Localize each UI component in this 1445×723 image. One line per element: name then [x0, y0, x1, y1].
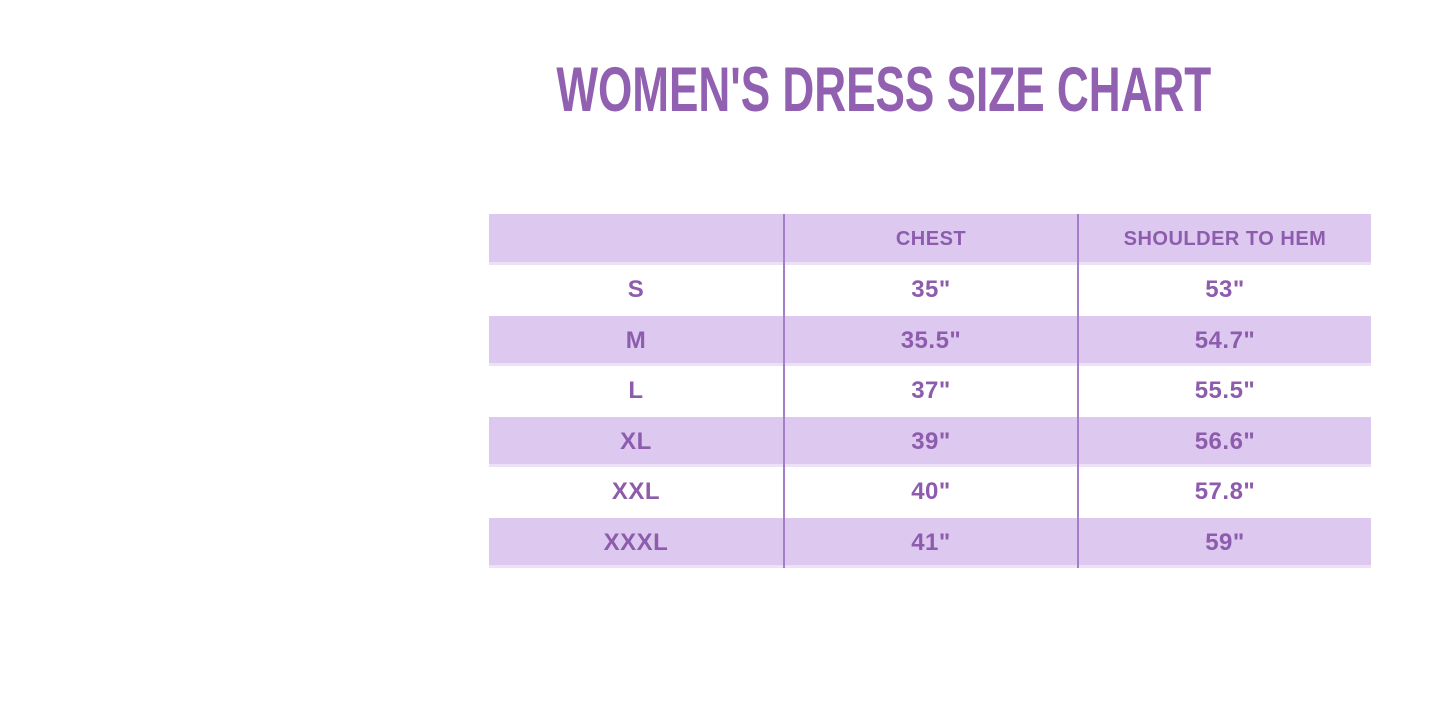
table-row-m: M 35.5" 54.7"	[489, 315, 1371, 366]
shoulder-to-hem-value: 57.8"	[1077, 467, 1371, 518]
chest-value: 39"	[783, 416, 1077, 467]
size-label: M	[625, 326, 647, 354]
header-cell-chest: CHEST	[783, 214, 1077, 265]
size-label: XXXL	[603, 528, 669, 556]
size-label: XXL	[611, 478, 661, 506]
chest-value: 35.5"	[783, 315, 1077, 366]
page-title-text: WOMEN'S DRESS SIZE CHART	[556, 55, 1211, 125]
table-row-xxxl: XXXL 41" 59"	[489, 517, 1371, 568]
table-row-s: S 35" 53"	[489, 265, 1371, 316]
size-chart-table: CHEST SHOULDER TO HEM S 35" 53" M 35.5" …	[489, 214, 1371, 568]
table-row-l: L 37" 55.5"	[489, 366, 1371, 417]
shoulder-to-hem-value: 56.6"	[1077, 416, 1371, 467]
table-row-xxl: XXL 40" 57.8"	[489, 467, 1371, 518]
shoulder-to-hem-value: 54.7"	[1077, 315, 1371, 366]
chest-value: 37"	[783, 366, 1077, 417]
shoulder-to-hem-value: 53"	[1077, 265, 1371, 316]
shoulder-to-hem-value: 59"	[1077, 517, 1371, 568]
header-cell-shoulder-to-hem: SHOULDER TO HEM	[1077, 214, 1371, 265]
chest-value: 41"	[783, 517, 1077, 568]
page-title: WOMEN'S DRESS SIZE CHART	[538, 55, 1229, 125]
size-label: XL	[620, 427, 652, 455]
chest-value: 35"	[783, 265, 1077, 316]
size-label: L	[628, 377, 644, 405]
shoulder-to-hem-value: 55.5"	[1077, 366, 1371, 417]
table-row-xl: XL 39" 56.6"	[489, 416, 1371, 467]
size-label: S	[627, 276, 645, 304]
header-cell-size	[489, 214, 783, 265]
table-header-row: CHEST SHOULDER TO HEM	[489, 214, 1371, 265]
chest-value: 40"	[783, 467, 1077, 518]
